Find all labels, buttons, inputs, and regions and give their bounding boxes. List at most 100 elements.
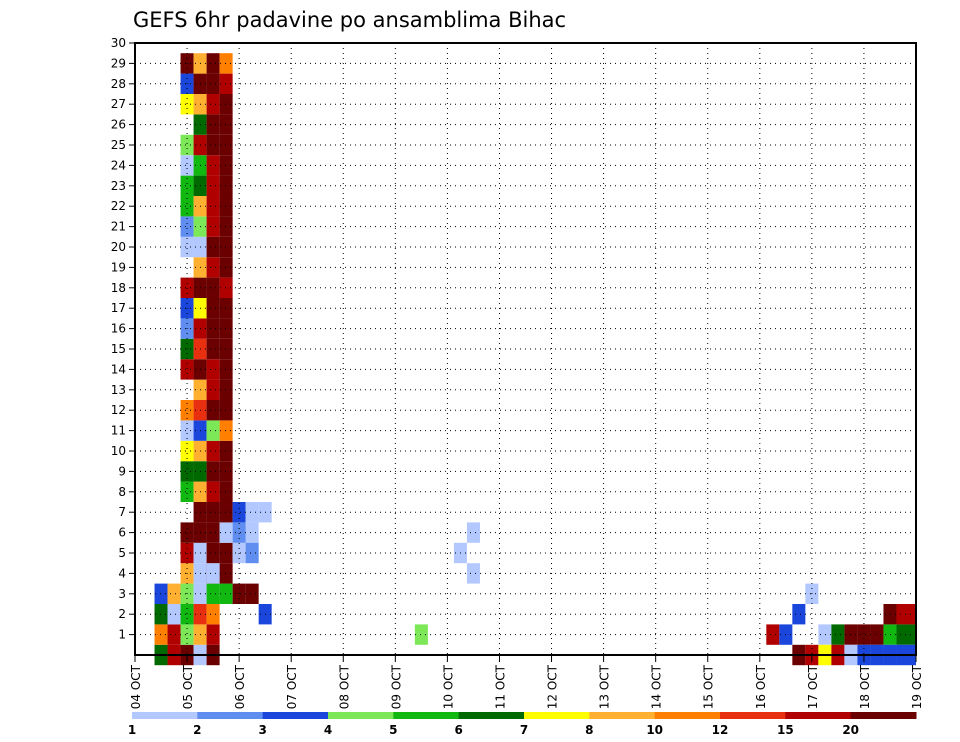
heatmap-cell-117: [206, 277, 220, 298]
y-tick-label: 9: [118, 464, 126, 478]
colorbar-label: 1: [128, 723, 136, 737]
y-tick-label: 21: [111, 220, 126, 234]
x-tick-label: 15 OCT: [702, 664, 716, 709]
heatmap-cell-148: [219, 114, 233, 135]
colorbar-label: 6: [454, 723, 462, 737]
x-tick-label: 07 OCT: [285, 664, 299, 709]
heatmap-cell-120: [206, 257, 220, 278]
heatmap-cell-145: [219, 134, 233, 156]
heatmap-cell-28: [883, 624, 897, 645]
y-tick-label: 4: [118, 566, 126, 580]
heatmap-cells: [154, 53, 916, 666]
heatmap-cell-128: [206, 216, 220, 237]
heatmap-cell-115: [180, 277, 194, 298]
y-tick-label: 17: [111, 301, 126, 315]
heatmap-cell-142: [180, 134, 194, 156]
colorbar-label: 4: [324, 723, 332, 737]
heatmap-cell-138: [180, 155, 194, 176]
heatmap-cell-155: [206, 73, 220, 94]
colorbar-swatch: [850, 712, 917, 719]
colorbar-swatch: [132, 712, 198, 719]
heatmap-cell-51: [206, 522, 220, 543]
y-tick-label: 5: [118, 546, 126, 560]
y-tick-label: 1: [118, 628, 126, 642]
heatmap-cell-23: [818, 624, 832, 645]
heatmap-cell-156: [219, 73, 233, 94]
x-tick-label: 11 OCT: [493, 664, 507, 709]
heatmap-cell-30: [909, 624, 916, 645]
x-tick-label: 08 OCT: [337, 664, 351, 709]
heatmap-cell-132: [206, 196, 220, 217]
x-tick-label: 12 OCT: [546, 664, 560, 709]
colorbar-label: 8: [585, 723, 593, 737]
heatmap-cell-63: [232, 502, 246, 523]
chart-title: GEFS 6hr padavine po ansamblima Bihac: [133, 8, 566, 32]
y-tick-label: 26: [111, 118, 126, 132]
heatmap-cell-32: [896, 604, 910, 625]
y-tick-label: 15: [111, 342, 126, 356]
heatmap-cell-134: [180, 175, 194, 196]
y-tick-label: 12: [111, 403, 126, 417]
heatmap-cell-99: [180, 359, 194, 380]
x-axis: 04 OCT 05 OCT 06 OCT 07 OCT 08 OCT 09 OCT 10 O…: [129, 655, 924, 709]
heatmap-cell-16: [206, 604, 220, 625]
y-tick-label: 6: [118, 526, 126, 540]
heatmap-cell-33: [909, 604, 916, 625]
heatmap-cell-39: [245, 583, 259, 604]
heatmap-cell-124: [206, 236, 220, 258]
y-tick-label: 23: [111, 179, 126, 193]
y-tick-label: 20: [111, 240, 126, 254]
heatmap-cell-64: [245, 502, 259, 523]
heatmap-cell-136: [206, 175, 220, 196]
heatmap-cell-81: [219, 420, 233, 441]
heatmap-cell-137: [219, 175, 233, 196]
heatmap-cell-73: [219, 461, 233, 482]
heatmap-cell-72: [206, 461, 220, 482]
colorbar-swatch: [720, 712, 786, 719]
heatmap-cell-144: [206, 134, 220, 156]
heatmap-cell-133: [219, 196, 233, 217]
colorbar-swatch: [589, 712, 656, 719]
y-tick-label: 25: [111, 138, 126, 152]
heatmap-cell-80: [206, 420, 220, 441]
y-tick-label: 18: [111, 281, 126, 295]
y-tick-label: 19: [111, 260, 126, 274]
heatmap-cell-149: [180, 94, 194, 115]
heatmap-cell-125: [219, 236, 233, 258]
x-tick-label: 09 OCT: [389, 664, 403, 709]
y-tick-label: 11: [111, 424, 126, 438]
colorbar-label: 10: [646, 723, 663, 737]
x-tick-label: 13 OCT: [598, 664, 612, 709]
colorbar-swatch: [524, 712, 590, 719]
heatmap-cell-54: [466, 522, 480, 543]
heatmap-cell-160: [219, 53, 233, 74]
heatmap-cell-118: [219, 277, 233, 298]
colorbar-swatch: [785, 712, 852, 719]
heatmap-cell-36: [206, 583, 220, 604]
heatmap-cell-29: [896, 624, 910, 645]
heatmap-cell-14: [180, 604, 194, 625]
heatmap-cell-152: [219, 94, 233, 115]
heatmap-cell-110: [219, 318, 233, 339]
y-tick-label: 29: [111, 56, 126, 70]
y-tick-label: 27: [111, 97, 126, 111]
heatmap-cell-68: [206, 481, 220, 502]
heatmap-cell-53: [245, 522, 259, 543]
y-tick-label: 2: [118, 607, 126, 621]
colorbar: 1 2 3 4 5 6 7 8 10 12 15 20: [128, 712, 917, 737]
heatmap-cell-88: [219, 379, 233, 400]
grid-lines: [135, 43, 916, 655]
x-tick-label: 18 OCT: [858, 664, 872, 709]
x-tick-label: 10 OCT: [441, 664, 455, 709]
heatmap-cell-24: [831, 624, 845, 645]
heatmap-cell-140: [206, 155, 220, 176]
heatmap-cell-122: [180, 236, 194, 258]
x-tick-label: 14 OCT: [650, 664, 664, 709]
colorbar-swatch: [262, 712, 329, 719]
heatmap-cell-19: [766, 624, 780, 645]
y-tick-label: 24: [111, 158, 126, 172]
heatmap-cell-121: [219, 257, 233, 278]
y-axis: 1234567891011121314151617181920212223242…: [111, 36, 135, 642]
heatmap-cell-82: [180, 400, 194, 421]
heatmap-cell-141: [219, 155, 233, 176]
